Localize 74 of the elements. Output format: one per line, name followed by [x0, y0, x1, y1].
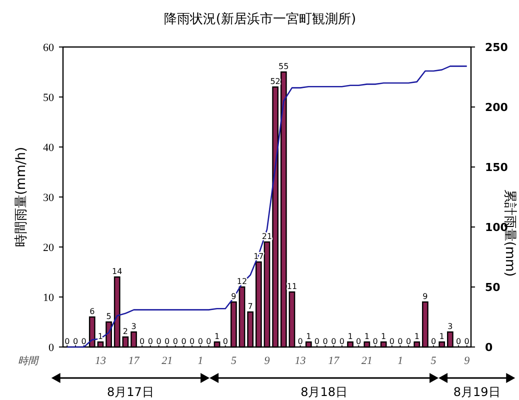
x-tick-label: 5 — [430, 355, 437, 367]
data-label: 0 — [314, 337, 320, 346]
chart-title: 降雨状況(新居浜市一宮町観測所) — [164, 11, 356, 27]
data-label: 3 — [448, 322, 453, 331]
x-tick-label: 17 — [328, 355, 340, 367]
data-label: 0 — [430, 337, 436, 346]
data-label: 3 — [131, 322, 136, 331]
x-tick-label: 21 — [361, 355, 372, 367]
data-label: 9 — [422, 292, 428, 301]
y-tick-label: 60 — [43, 42, 54, 54]
data-label: 0 — [398, 337, 403, 346]
y2-tick-label: 150 — [485, 161, 508, 174]
data-label: 0 — [198, 337, 203, 346]
text: 8月17日 — [106, 385, 154, 399]
data-label: 0 — [456, 337, 462, 346]
y2-tick-label: 250 — [485, 41, 508, 54]
data-label: 0 — [140, 337, 145, 346]
data-label: 0 — [156, 337, 162, 346]
data-label: 0 — [356, 337, 362, 346]
x-tick-label: 5 — [230, 355, 237, 367]
data-label: 1 — [414, 332, 420, 341]
y-tick-label: 30 — [43, 192, 54, 204]
data-label: 0 — [206, 337, 212, 346]
x-tick-label: 9 — [464, 355, 470, 367]
y-axis-title: 時間雨量(mm/h) — [14, 146, 29, 248]
y2-tick-label: 0 — [485, 341, 493, 354]
x-tick-label: 17 — [128, 355, 140, 367]
data-label: 0 — [164, 337, 170, 346]
data-label: 14 — [112, 267, 122, 276]
data-label: 0 — [339, 337, 344, 346]
data-label: 0 — [81, 337, 86, 346]
data-label: 55 — [278, 62, 289, 71]
data-label: 0 — [181, 337, 186, 346]
data-label: 1 — [306, 332, 312, 341]
y-tick-label: 20 — [43, 242, 54, 254]
x-axis-title: 時間 — [18, 355, 40, 367]
y-tick-label: 40 — [43, 142, 54, 154]
data-label: 11 — [286, 282, 298, 291]
data-label: 0 — [72, 337, 78, 346]
data-label: 2 — [122, 327, 128, 336]
data-label: 0 — [64, 337, 70, 346]
x-tick-label: 1 — [198, 355, 204, 367]
data-label: 0 — [298, 337, 303, 346]
text: 8月19日 — [453, 385, 500, 399]
data-label: 0 — [331, 337, 336, 346]
data-label: 1 — [439, 332, 444, 341]
y-tick-label: 10 — [43, 292, 54, 304]
y-tick-label: 50 — [43, 92, 54, 104]
data-label: 1 — [214, 332, 220, 341]
data-label: 0 — [148, 337, 153, 346]
x-tick-label: 1 — [397, 355, 403, 367]
data-label: 1 — [381, 332, 386, 341]
y-tick-label: 0 — [48, 342, 54, 354]
x-tick-label: 13 — [94, 355, 106, 367]
x-tick-label: 9 — [264, 355, 270, 367]
data-label: 1 — [348, 332, 353, 341]
data-label: 0 — [222, 337, 228, 346]
data-label: 0 — [172, 337, 178, 346]
data-label: 0 — [372, 337, 378, 346]
data-label: 52 — [270, 77, 280, 86]
data-label: 6 — [90, 307, 95, 316]
x-tick-label: 13 — [294, 355, 306, 367]
data-label: 5 — [106, 312, 112, 321]
data-label: 7 — [248, 302, 253, 311]
y2-tick-label: 50 — [485, 281, 501, 294]
data-label: 0 — [190, 337, 195, 346]
data-label: 0 — [464, 337, 470, 346]
y2-tick-label: 200 — [485, 101, 508, 114]
data-label: 1 — [364, 332, 370, 341]
data-label: 0 — [389, 337, 394, 346]
data-label: 0 — [406, 337, 412, 346]
data-label: 0 — [322, 337, 328, 346]
text: 8月18日 — [300, 385, 348, 399]
x-tick-label: 21 — [162, 355, 173, 367]
